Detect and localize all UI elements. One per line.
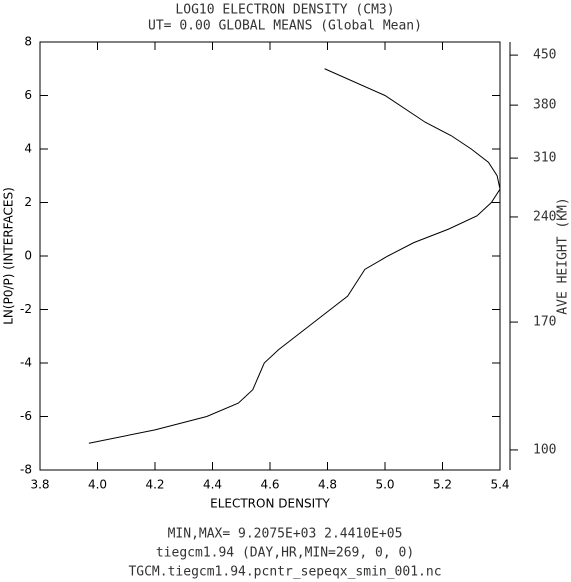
- y-tick-label: -4: [20, 356, 32, 370]
- y-tick-label: -8: [20, 463, 32, 477]
- y-tick-label: -6: [20, 409, 32, 423]
- chart-subtitle: UT= 0.00 GLOBAL MEANS (Global Mean): [148, 19, 422, 34]
- x-tick-label: 3.8: [30, 478, 49, 492]
- y2-tick-label: 170: [533, 315, 556, 330]
- y2-tick-label: 450: [533, 48, 556, 63]
- x-tick-label: 4.2: [145, 478, 164, 492]
- y-axis-label: LN(P0/P) (INTERFACES): [2, 187, 16, 325]
- x-tick-label: 5.2: [433, 478, 452, 492]
- y-tick-label: 4: [24, 142, 32, 156]
- footer-line: tiegcm1.94 (DAY,HR,MIN=269, 0, 0): [156, 546, 414, 561]
- y-tick-label: 8: [24, 35, 32, 49]
- chart-title: LOG10 ELECTRON DENSITY (CM3): [175, 3, 394, 18]
- x-tick-label: 4.6: [260, 478, 279, 492]
- x-tick-label: 4.8: [318, 478, 337, 492]
- y-tick-label: 6: [24, 88, 32, 102]
- y2-tick-label: 310: [533, 151, 556, 166]
- y-tick-label: -2: [20, 302, 32, 316]
- y-tick-label: 2: [24, 195, 32, 209]
- x-tick-label: 4.0: [88, 478, 107, 492]
- y2-tick-label: 380: [533, 98, 556, 113]
- y2-tick-label: 240: [533, 209, 556, 224]
- footer-line: MIN,MAX= 9.2075E+03 2.4410E+05: [168, 527, 403, 542]
- y2-tick-label: 100: [533, 442, 556, 457]
- x-tick-label: 5.0: [375, 478, 394, 492]
- plot-frame: [39, 41, 501, 471]
- data-line: [88, 68, 501, 444]
- y-tick-label: 0: [24, 249, 32, 263]
- x-axis-label: ELECTRON DENSITY: [210, 497, 330, 511]
- x-tick-label: 4.4: [203, 478, 222, 492]
- y2-axis-label: AVE HEIGHT (KM): [556, 197, 571, 314]
- footer-line: TGCM.tiegcm1.94.pcntr_sepeqx_smin_001.nc: [128, 565, 441, 580]
- x-tick-label: 5.4: [490, 478, 509, 492]
